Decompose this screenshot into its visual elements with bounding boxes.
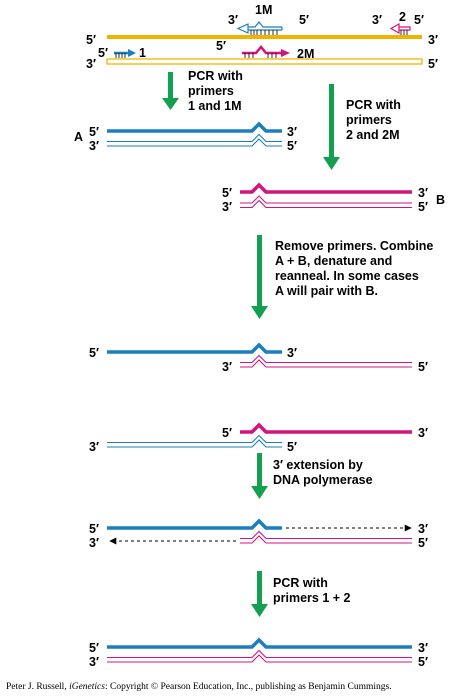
primer-2-3-label: 3′ <box>372 13 382 27</box>
wt-top-5-label: 5′ <box>86 33 96 47</box>
wild-type-top-strand <box>107 35 422 39</box>
hybrid-2-3-label: 3′ <box>418 426 428 440</box>
extended-top-strand <box>107 518 282 530</box>
primer-1m-arrow <box>236 21 283 35</box>
step-combine-line-2: A + B, denature and <box>275 254 392 268</box>
extended-5-label: 5′ <box>89 522 99 536</box>
credit-suffix: : Copyright © Pearson Education, Inc., p… <box>105 681 392 692</box>
primer-1-label: 1 <box>139 46 146 60</box>
primer-2m-label: 2M <box>297 47 314 61</box>
hybrid-1-blue-strand <box>107 342 282 354</box>
step-arrow-pcr-a <box>162 72 179 110</box>
product-a-top-strand <box>107 121 282 133</box>
hybrid-a-top-b-bottom: 5′ 3′ 3′ 5′ <box>89 342 428 374</box>
primer-1m-5-label: 5′ <box>299 13 309 27</box>
hybrid-2-blue-5-label: 5′ <box>287 440 297 454</box>
credit-prefix: Peter J. Russell, <box>6 682 69 692</box>
primer-2-5-label: 5′ <box>414 13 424 27</box>
product-b-top-strand <box>240 182 412 194</box>
primer-1-arrow <box>114 49 136 58</box>
hybrid-1-pink-5-label: 5′ <box>418 360 428 374</box>
final-bottom-3-label: 3′ <box>89 655 99 669</box>
hybrid-b-top-a-bottom: 5′ 3′ 3′ 5′ <box>89 422 428 454</box>
step-arrow-extension <box>251 453 268 499</box>
hybrid-2-pink-strand <box>240 422 412 434</box>
step-extension-line-2: DNA polymerase <box>273 473 373 487</box>
primer-2m-5-label: 5′ <box>216 39 226 53</box>
primer-1-5-label: 5′ <box>98 46 108 60</box>
hybrid-1-pink-3-label: 3′ <box>222 360 232 374</box>
product-a-label: A <box>74 130 83 144</box>
step-pcr-a-line-2: primers <box>188 84 234 98</box>
primer-1m-label: 1M <box>255 3 272 17</box>
wild-type-bottom-strand <box>106 58 423 65</box>
final-mutant-duplex: 5′ 3′ 3′ 5′ <box>89 637 428 669</box>
step-pcr-b-line-2: primers <box>346 113 392 127</box>
product-b-bottom-strand <box>240 195 412 209</box>
product-b-right-5-label: 5′ <box>418 200 428 214</box>
credit-title: iGenetics <box>69 682 105 692</box>
hybrid-2-blue-strand <box>107 434 282 448</box>
step-combine-line-1: Remove primers. Combine <box>275 239 433 253</box>
step-combine-line-4: A will pair with B. <box>275 284 378 298</box>
step-arrow-combine <box>251 235 268 319</box>
product-a-5-label: 5′ <box>89 125 99 139</box>
extended-bottom-3-label: 3′ <box>89 536 99 550</box>
final-5-label: 5′ <box>89 641 99 655</box>
extended-bottom-5-label: 5′ <box>418 536 428 550</box>
product-a-bottom-strand <box>107 133 282 147</box>
primer-2-arrow <box>389 22 411 35</box>
hybrid-1-3-label: 3′ <box>287 346 297 360</box>
product-a-right-5-label: 5′ <box>287 139 297 153</box>
final-top-strand <box>107 637 412 649</box>
extended-duplex: 5′ 3′ 3′ 5′ <box>89 518 428 550</box>
step-pcr-b-line-1: PCR with <box>346 98 401 112</box>
wt-bottom-5-label: 5′ <box>428 57 438 71</box>
step-arrow-pcr-b <box>323 84 340 170</box>
primer-1m-3-label: 3′ <box>228 13 238 27</box>
product-b-right-3-label: 3′ <box>418 186 428 200</box>
extended-bottom-strand <box>240 530 412 544</box>
primer-2-label: 2 <box>399 10 406 24</box>
hybrid-1-pink-strand <box>240 354 412 368</box>
product-b-duplex: 5′ 3′ 3′ 5′ B <box>222 182 445 214</box>
product-a-duplex: A 5′ 3′ 3′ 5′ <box>74 121 297 153</box>
step-pcr-b-line-3: 2 and 2M <box>346 128 400 142</box>
hybrid-2-blue-3-label: 3′ <box>89 440 99 454</box>
hybrid-1-5-label: 5′ <box>89 346 99 360</box>
product-a-right-3-label: 3′ <box>287 125 297 139</box>
hybrid-2-5-label: 5′ <box>222 426 232 440</box>
step-extension-line-1: 3′ extension by <box>273 458 363 472</box>
step-combine-line-3: reanneal. In some cases <box>275 269 419 283</box>
step-pcr-a-line-1: PCR with <box>188 69 243 83</box>
step-arrow-pcr-final <box>251 571 268 617</box>
product-b-label: B <box>436 193 445 207</box>
product-b-5-label: 5′ <box>222 186 232 200</box>
step-pcr-final-line-1: PCR with <box>273 576 328 590</box>
extended-3-label: 3′ <box>418 522 428 536</box>
final-bottom-5-label: 5′ <box>418 655 428 669</box>
product-a-3-label: 3′ <box>89 139 99 153</box>
wt-bottom-3-label: 3′ <box>86 57 96 71</box>
primer-2m-arrow <box>242 45 290 58</box>
wt-top-3-label: 3′ <box>428 33 438 47</box>
wild-type-duplex: 5′ 3′ 3′ 5′ 5′ 1 3′ 1M 5′ 3′ 2 <box>86 3 438 71</box>
step-pcr-final-line-2: primers 1 + 2 <box>273 591 351 605</box>
final-3-label: 3′ <box>418 641 428 655</box>
step-pcr-a-line-3: 1 and 1M <box>188 99 242 113</box>
product-b-3-label: 3′ <box>222 200 232 214</box>
credit-line: Peter J. Russell, iGenetics: Copyright ©… <box>6 681 392 692</box>
final-bottom-strand <box>107 649 412 663</box>
